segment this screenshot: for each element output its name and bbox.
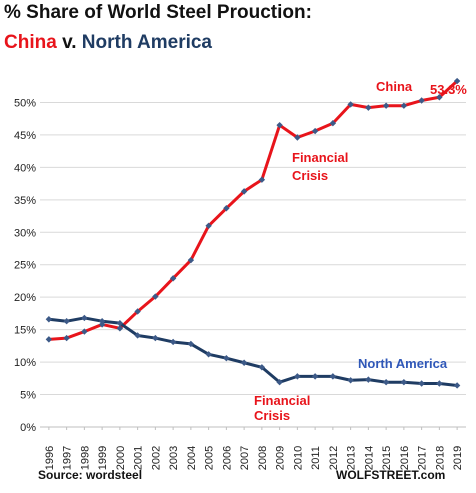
x-tick-label: 1997 bbox=[62, 446, 74, 470]
x-tick-label: 2012 bbox=[328, 446, 340, 470]
north-america-data-point bbox=[436, 380, 443, 387]
china-data-point bbox=[382, 102, 390, 109]
chart-title: % Share of World Steel Prouction: bbox=[4, 2, 312, 23]
north-america-data-point bbox=[81, 314, 88, 322]
x-tick-label: 1996 bbox=[44, 446, 56, 470]
x-tick-label: 2009 bbox=[275, 446, 287, 470]
china-data-point bbox=[276, 121, 283, 129]
x-tick-label: 2011 bbox=[310, 446, 322, 470]
china-data-point bbox=[63, 334, 70, 342]
china-data-point bbox=[240, 188, 248, 195]
china-data-point bbox=[258, 176, 266, 183]
north-america-data-point bbox=[294, 373, 301, 380]
y-tick-label: 30% bbox=[14, 227, 36, 239]
annotation-north-america-financial-crisis: Financial Crisis bbox=[254, 393, 310, 423]
china-data-point bbox=[347, 101, 354, 108]
y-tick-label: 0% bbox=[20, 422, 36, 434]
x-tick-label: 2016 bbox=[399, 446, 411, 470]
north-america-data-point bbox=[223, 354, 230, 362]
china-data-point bbox=[152, 293, 159, 300]
china-data-point bbox=[116, 325, 124, 332]
y-tick-label: 10% bbox=[14, 357, 36, 369]
x-tick-label: 2010 bbox=[292, 446, 304, 470]
china-data-point bbox=[329, 120, 337, 127]
x-tick-label: 2004 bbox=[186, 446, 198, 470]
china-data-point bbox=[294, 134, 301, 141]
y-tick-label: 5% bbox=[20, 390, 36, 402]
x-tick-label: 2003 bbox=[168, 446, 180, 470]
y-tick-label: 25% bbox=[14, 260, 36, 272]
subtitle-china: China bbox=[4, 32, 57, 53]
annotation-china-label: China bbox=[376, 79, 413, 94]
x-tick-label: 1999 bbox=[97, 446, 109, 470]
north-america-data-point bbox=[382, 379, 390, 386]
china-data-point bbox=[81, 328, 88, 335]
x-tick-label: 2008 bbox=[257, 446, 269, 470]
north-america-data-point bbox=[365, 376, 372, 383]
north-america-data-point bbox=[240, 359, 248, 366]
y-tick-label: 15% bbox=[14, 325, 36, 337]
annotation-china-financial-crisis: Financial Crisis bbox=[292, 150, 348, 183]
china-series-line bbox=[48, 79, 459, 341]
north-america-series-line bbox=[48, 316, 458, 387]
china-data-point bbox=[311, 127, 319, 135]
x-tick-label: 2014 bbox=[363, 446, 375, 470]
china-data-point bbox=[453, 77, 461, 85]
x-tick-label: 2015 bbox=[381, 446, 393, 470]
x-tick-label: 2002 bbox=[150, 446, 162, 470]
north-america-data-point bbox=[169, 338, 177, 346]
north-america-data-point bbox=[98, 317, 106, 325]
china-data-point bbox=[205, 222, 212, 229]
north-america-data-point bbox=[347, 377, 354, 384]
subtitle-vs: v. bbox=[62, 32, 77, 53]
china-data-point bbox=[418, 97, 425, 104]
x-tick-label: 2018 bbox=[434, 446, 446, 470]
north-america-data-point bbox=[187, 340, 195, 348]
china-data-point bbox=[436, 94, 443, 101]
y-tick-label: 50% bbox=[14, 97, 36, 109]
x-tick-label: 2006 bbox=[221, 446, 233, 470]
y-tick-label: 20% bbox=[14, 292, 36, 304]
subtitle-north-america: North America bbox=[81, 32, 212, 53]
x-tick-label: 2005 bbox=[204, 446, 216, 470]
north-america-data-point bbox=[400, 379, 408, 386]
china-data-point bbox=[134, 308, 141, 315]
x-tick-label: 2013 bbox=[346, 446, 358, 470]
north-america-data-point bbox=[276, 379, 283, 386]
north-america-data-point bbox=[311, 373, 319, 380]
china-data-point bbox=[169, 275, 177, 282]
x-tick-label: 2019 bbox=[452, 446, 464, 470]
north-america-data-point bbox=[205, 351, 212, 358]
china-data-point bbox=[45, 336, 53, 343]
china-data-point bbox=[223, 205, 230, 212]
north-america-data-point bbox=[418, 380, 425, 387]
x-tick-label: 1998 bbox=[79, 446, 91, 470]
x-tick-label: 2001 bbox=[133, 446, 145, 470]
source-note: Source: wordsteel bbox=[38, 468, 143, 482]
y-tick-label: 35% bbox=[14, 195, 36, 207]
y-tick-label: 45% bbox=[14, 130, 36, 142]
x-tick-label: 2000 bbox=[115, 446, 127, 470]
china-data-point bbox=[365, 104, 372, 111]
north-america-data-point bbox=[258, 364, 266, 371]
china-data-point bbox=[400, 102, 408, 109]
north-america-data-point bbox=[63, 317, 70, 325]
north-america-data-point bbox=[152, 334, 159, 342]
north-america-data-point bbox=[134, 332, 141, 339]
x-tick-label: 2017 bbox=[417, 446, 429, 470]
north-america-data-point bbox=[329, 373, 337, 380]
north-america-data-point bbox=[45, 316, 53, 323]
chart-subtitle: China v. North America bbox=[4, 32, 212, 54]
north-america-data-point bbox=[116, 319, 124, 327]
annotation-north-america-label: North America bbox=[358, 356, 448, 371]
annotation-china-last-value: 53.3% bbox=[430, 82, 467, 97]
north-america-data-point bbox=[453, 382, 461, 389]
brand-logo-text: WOLFSTREET.com bbox=[336, 468, 446, 482]
china-data-point bbox=[187, 256, 195, 264]
y-tick-label: 40% bbox=[14, 162, 36, 174]
x-tick-label: 2007 bbox=[239, 446, 251, 470]
